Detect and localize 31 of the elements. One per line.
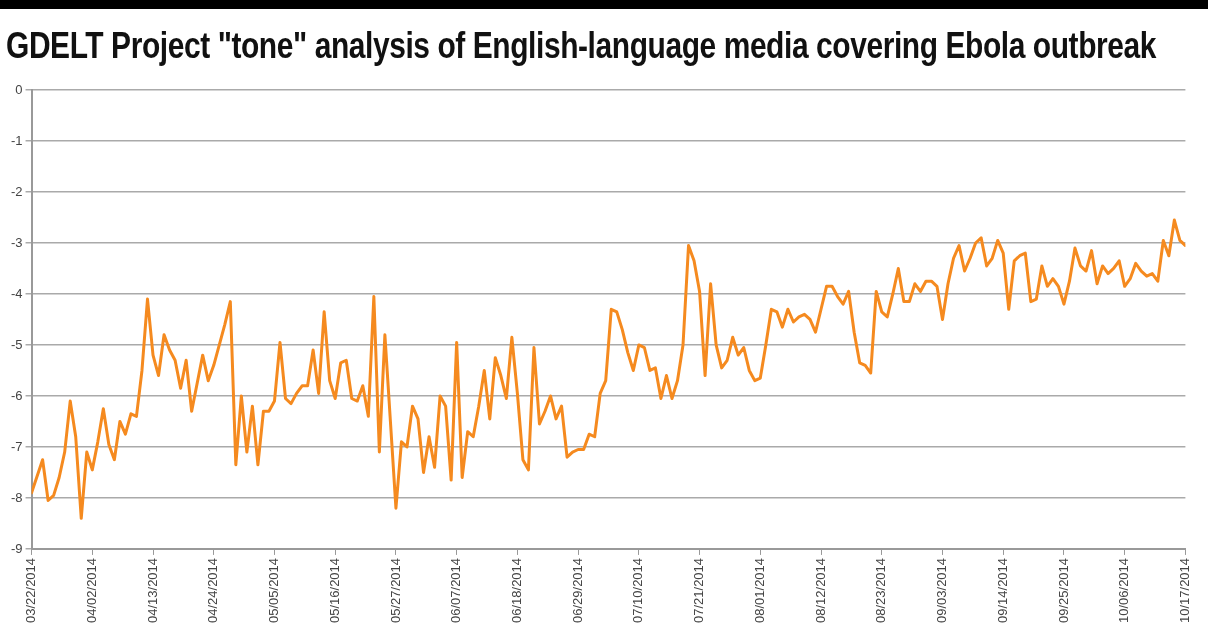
x-tick-label: 10/17/2014 — [1176, 557, 1192, 624]
y-tick-label: -4 — [11, 285, 23, 301]
x-tick-label: 08/12/2014 — [812, 557, 828, 624]
y-tick-label: -7 — [11, 438, 23, 454]
x-tick-label: 10/06/2014 — [1116, 557, 1132, 624]
chart-title: GDELT Project "tone" analysis of English-language media covering Ebola outbreak — [6, 25, 1156, 67]
x-tick-label: 07/21/2014 — [691, 557, 707, 624]
x-tick-label: 06/07/2014 — [448, 557, 464, 624]
y-tick-label: -2 — [11, 183, 23, 199]
x-tick-label: 09/14/2014 — [994, 557, 1010, 624]
x-tick-label: 08/23/2014 — [873, 557, 889, 624]
x-tick-label: 08/01/2014 — [751, 557, 767, 624]
y-tick-label: -3 — [11, 234, 23, 250]
x-tick-label: 04/13/2014 — [144, 557, 160, 624]
x-tick-label: 05/27/2014 — [387, 557, 403, 624]
x-tick-label: 04/02/2014 — [83, 557, 99, 624]
y-tick-label: -1 — [11, 132, 23, 148]
y-tick-label: -5 — [11, 336, 23, 352]
x-tick-label: 05/05/2014 — [266, 557, 282, 624]
y-tick-label: -9 — [11, 540, 23, 556]
x-tick-label: 07/10/2014 — [630, 557, 646, 624]
x-tick-label: 06/18/2014 — [508, 557, 524, 624]
y-tick-label: 0 — [15, 81, 23, 97]
x-tick-label: 04/24/2014 — [205, 557, 221, 624]
x-tick-label: 09/25/2014 — [1055, 557, 1071, 624]
y-tick-label: -8 — [11, 489, 23, 505]
x-tick-label: 03/22/2014 — [23, 557, 39, 624]
x-tick-label: 09/03/2014 — [934, 557, 950, 624]
x-tick-label: 06/29/2014 — [569, 557, 585, 624]
y-tick-label: -6 — [11, 387, 23, 403]
x-tick-label: 05/16/2014 — [326, 557, 342, 624]
